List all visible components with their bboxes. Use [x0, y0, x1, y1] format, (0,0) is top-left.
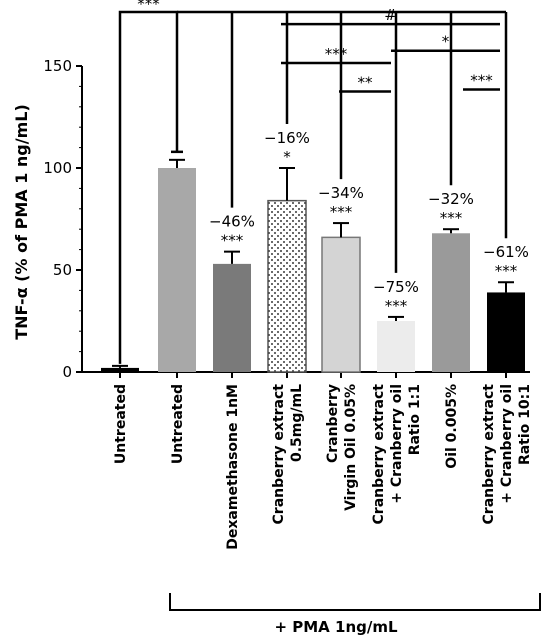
bar-annotation: *: [283, 148, 291, 166]
error-bars-group: [112, 158, 514, 368]
comparison-label: #: [384, 6, 397, 24]
category-label: Untreated: [113, 384, 129, 464]
category-label-line: Cranberry extract: [481, 384, 497, 525]
category-label-line: Ratio 1:1: [407, 384, 423, 455]
pma-group-bracket: [169, 593, 541, 611]
bar-annotation: −16%: [264, 129, 310, 147]
comparison-label: ***: [470, 71, 493, 89]
significance-group: ***#****** ***: [118, 0, 508, 364]
significance-bracket: [118, 10, 179, 364]
comparison-label: *: [442, 33, 450, 51]
category-label: Dexamethasone 1nM: [225, 384, 241, 550]
comparison-label: ***: [325, 45, 348, 63]
category-label-line: Untreated: [170, 384, 186, 464]
category-label-line: + Cranberry oil: [499, 384, 515, 504]
bar: [377, 321, 415, 372]
y-axis-title: TNF-α (% of PMA 1 ng/mL): [12, 104, 31, 340]
comparison-label: **: [358, 74, 374, 92]
axes-group: 0 50 100 150: [43, 57, 530, 381]
bar-annotation: −32%: [428, 190, 474, 208]
category-label-line: Untreated: [113, 384, 129, 464]
bar-annotation: ***: [440, 209, 463, 227]
bar: [321, 236, 361, 373]
category-label-line: 0.5mg/mL: [289, 384, 305, 462]
category-label: Cranberry extract 0.5mg/mL: [271, 384, 305, 525]
bar-annotation: ***: [495, 262, 518, 280]
bar: [267, 199, 307, 373]
bars-group: [101, 168, 525, 373]
category-label: Cranberry extract + Cranberry oil Ratio 10…: [481, 384, 533, 525]
bar: [158, 168, 196, 372]
bar-annotation: ***: [385, 297, 408, 315]
bar: [432, 233, 470, 372]
category-labels-group: Untreated Untreated Dexamethasone 1nM Cranb…: [113, 384, 533, 550]
y-tick-label: 100: [43, 159, 72, 177]
category-label-line: Dexamethasone 1nM: [225, 384, 241, 550]
category-label: Untreated: [170, 384, 186, 464]
y-tick-label: 150: [43, 57, 72, 75]
category-label-line: Cranberry extract: [371, 384, 387, 525]
bar: [213, 263, 251, 372]
category-label-line: Cranberry: [325, 384, 341, 463]
bar-annotation: −75%: [373, 278, 419, 296]
category-label-line: Ratio 10:1: [517, 384, 533, 465]
category-label-line: Oil 0.005%: [444, 384, 460, 469]
category-label: Cranberry Virgin Oil 0.05%: [325, 384, 359, 511]
category-label-line: Cranberry extract: [271, 384, 287, 525]
bar-annotation: ***: [221, 232, 244, 250]
significance-label: ***: [137, 0, 160, 13]
category-label-line: Virgin Oil 0.05%: [343, 384, 359, 511]
bar-annotation: −46%: [209, 213, 255, 231]
annotations-group: −46%***−16%*−34%***−75%***−32%***−61%***: [209, 129, 529, 315]
y-tick-label: 0: [62, 363, 72, 381]
y-tick-label: 50: [53, 261, 72, 279]
bar: [487, 292, 525, 372]
category-label: Cranberry extract + Cranberry oil Ratio 1:…: [371, 384, 423, 525]
bar-annotation: ***: [330, 203, 353, 221]
bar-annotation: −61%: [483, 243, 529, 261]
category-label: Oil 0.005%: [444, 384, 460, 469]
bar-annotation: −34%: [318, 184, 364, 202]
category-label-line: + Cranberry oil: [389, 384, 405, 504]
bar: [101, 367, 139, 372]
pma-group-label: + PMA 1ng/mL: [274, 618, 398, 636]
